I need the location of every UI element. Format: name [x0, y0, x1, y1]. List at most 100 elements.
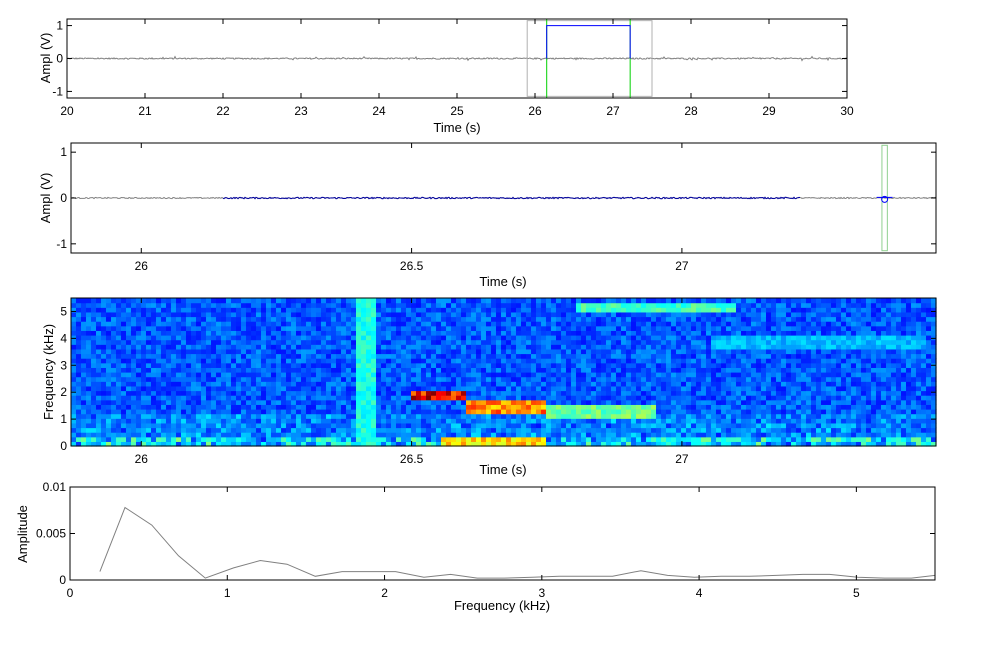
- spectrogram-cell: [431, 312, 437, 317]
- spectrogram-cell: [261, 377, 267, 382]
- spectrogram-cell: [701, 307, 707, 312]
- spectrogram-cell: [301, 335, 307, 340]
- spectrogram-cell: [581, 414, 587, 419]
- spectrogram-cell: [521, 386, 527, 391]
- spectrogram-cell: [156, 428, 162, 433]
- spectrogram-cell: [781, 395, 787, 400]
- spectrogram-cell: [341, 354, 347, 359]
- spectrogram-cell: [126, 307, 132, 312]
- spectrogram-cell: [736, 432, 742, 437]
- spectrogram-cell: [416, 404, 422, 409]
- spectrogram-cell: [756, 437, 762, 442]
- spectrogram-cell: [301, 428, 307, 433]
- spectrogram-cell: [351, 326, 357, 331]
- spectrogram-cell: [591, 386, 597, 391]
- spectrogram-cell: [501, 418, 507, 423]
- spectrogram-cell: [741, 307, 747, 312]
- spectrogram-cell: [436, 307, 442, 312]
- spectrogram-cell: [231, 414, 237, 419]
- spectrogram-cell: [656, 363, 662, 368]
- spectrogram-cell: [271, 377, 277, 382]
- spectrogram-cell: [576, 312, 582, 317]
- spectrogram-cell: [836, 391, 842, 396]
- spectrogram-cell: [666, 414, 672, 419]
- spectrogram-cell: [346, 377, 352, 382]
- spectrogram-cell: [641, 312, 647, 317]
- spectrogram-cell: [371, 321, 377, 326]
- spectrogram-cell: [751, 358, 757, 363]
- spectrogram-cell: [831, 321, 837, 326]
- spectrogram-cell: [541, 432, 547, 437]
- spectrogram-cell: [341, 428, 347, 433]
- spectrogram-cell: [341, 298, 347, 303]
- spectrogram-cell: [566, 367, 572, 372]
- spectrogram-cell: [456, 432, 462, 437]
- spectrogram-cell: [616, 404, 622, 409]
- spectrogram-cell: [181, 381, 187, 386]
- spectrogram-cell: [566, 377, 572, 382]
- spectrogram-cell: [291, 298, 297, 303]
- spectrogram-cell: [766, 330, 772, 335]
- spectrogram-cell: [376, 409, 382, 414]
- spectrogram-cell: [91, 391, 97, 396]
- spectrogram-cell: [411, 409, 417, 414]
- spectrogram-cell: [466, 418, 472, 423]
- spectrogram-cell: [381, 298, 387, 303]
- spectrogram-cell: [321, 377, 327, 382]
- spectrogram-cell: [791, 321, 797, 326]
- spectrogram-cell: [676, 321, 682, 326]
- spectrogram-cell: [426, 381, 432, 386]
- spectrogram-cell: [391, 423, 397, 428]
- spectrogram-cell: [771, 363, 777, 368]
- spectrogram-cell: [186, 303, 192, 308]
- spectrogram-cell: [151, 386, 157, 391]
- spectrogram-cell: [371, 395, 377, 400]
- spectrogram-cell: [596, 423, 602, 428]
- spectrogram-cell: [651, 409, 657, 414]
- spectrogram-cell: [116, 423, 122, 428]
- spectrogram-cell: [691, 312, 697, 317]
- spectrogram-cell: [421, 372, 427, 377]
- spectrogram-cell: [451, 404, 457, 409]
- spectrogram-cell: [266, 298, 272, 303]
- spectrogram-cell: [696, 321, 702, 326]
- spectrogram-cell: [151, 321, 157, 326]
- spectrogram-cell: [146, 303, 152, 308]
- spectrogram-cell: [261, 303, 267, 308]
- spectrogram-cell: [651, 372, 657, 377]
- spectrogram-cell: [596, 400, 602, 405]
- spectrogram-cell: [161, 395, 167, 400]
- spectrogram-cell: [641, 414, 647, 419]
- spectrogram-cell: [251, 349, 257, 354]
- spectrogram-cell: [826, 321, 832, 326]
- spectrogram-cell: [396, 404, 402, 409]
- spectrogram-cell: [96, 377, 102, 382]
- spectrogram-cell: [206, 428, 212, 433]
- spectrogram-cell: [246, 377, 252, 382]
- spectrogram-cell: [636, 372, 642, 377]
- spectrogram-cell: [546, 358, 552, 363]
- spectrogram-cell: [206, 386, 212, 391]
- spectrogram-cell: [646, 303, 652, 308]
- spectrogram-cell: [406, 423, 412, 428]
- spectrogram-cell: [416, 395, 422, 400]
- spectrogram-cell: [606, 340, 612, 345]
- spectrogram-cell: [596, 317, 602, 322]
- spectrogram-cell: [541, 377, 547, 382]
- spectrogram-cell: [391, 307, 397, 312]
- spectrogram-cell: [426, 418, 432, 423]
- spectrogram-cell: [126, 414, 132, 419]
- spectrogram-cell: [531, 321, 537, 326]
- spectrogram-cell: [111, 414, 117, 419]
- spectrogram-cell: [461, 386, 467, 391]
- spectrogram-cell: [491, 312, 497, 317]
- spectrogram-cell: [71, 409, 77, 414]
- spectrogram-cell: [691, 344, 697, 349]
- spectrogram-cell: [616, 437, 622, 442]
- spectrogram-cell: [681, 423, 687, 428]
- spectrogram-cell: [186, 367, 192, 372]
- spectrogram-cell: [341, 400, 347, 405]
- spectrogram-cell: [691, 321, 697, 326]
- spectrogram-cell: [596, 363, 602, 368]
- spectrogram-cell: [476, 423, 482, 428]
